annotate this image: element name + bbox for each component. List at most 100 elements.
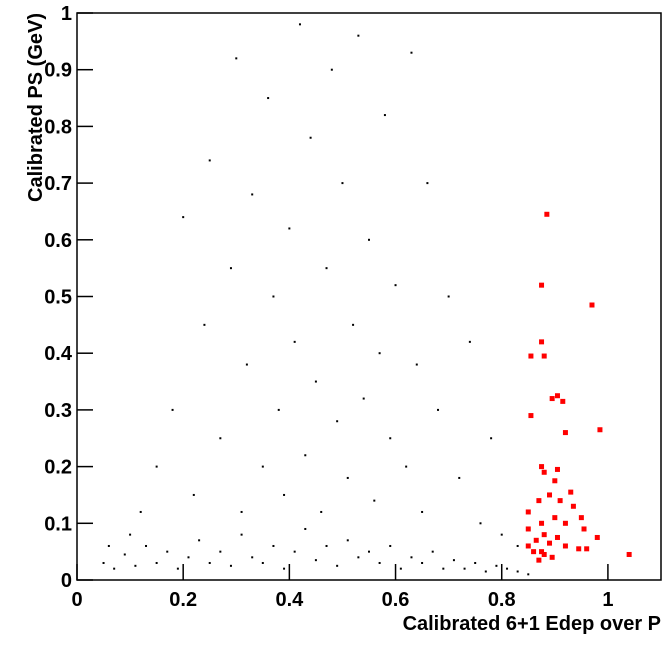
- point: [549, 396, 555, 402]
- point: [288, 227, 291, 230]
- point: [261, 561, 264, 564]
- point: [368, 238, 370, 241]
- point: [539, 549, 545, 555]
- point: [304, 527, 307, 530]
- point: [235, 57, 238, 60]
- x-tick-label: 0.2: [169, 589, 197, 611]
- point: [484, 570, 487, 573]
- point: [568, 489, 574, 495]
- point: [219, 550, 222, 553]
- point: [229, 267, 232, 270]
- point: [304, 454, 307, 457]
- y-tick-label: 0.6: [44, 230, 72, 252]
- point: [314, 559, 317, 562]
- point: [314, 380, 317, 383]
- point: [549, 554, 555, 560]
- point: [458, 476, 461, 479]
- point: [383, 114, 386, 117]
- point: [626, 551, 632, 557]
- point: [341, 182, 344, 185]
- x-tick-label: 0.8: [488, 589, 516, 611]
- point: [176, 567, 179, 570]
- point: [528, 353, 534, 359]
- point: [539, 339, 545, 345]
- point: [541, 469, 547, 475]
- y-tick-label: 0.1: [44, 513, 72, 535]
- point: [474, 561, 477, 564]
- point: [336, 564, 339, 567]
- point: [251, 193, 254, 196]
- point: [155, 561, 158, 564]
- point: [539, 282, 545, 288]
- point: [272, 544, 275, 547]
- point: [525, 509, 531, 515]
- y-tick-label: 1: [61, 3, 72, 25]
- point: [562, 520, 568, 526]
- point: [584, 546, 590, 552]
- point: [166, 550, 169, 553]
- y-axis-title: Calibrated PS (GeV): [25, 13, 47, 202]
- x-tick-label: 1: [602, 589, 613, 611]
- point: [378, 561, 381, 564]
- point: [171, 408, 174, 411]
- point: [554, 393, 560, 399]
- point: [536, 498, 542, 504]
- point: [516, 570, 519, 573]
- x-tick-label: 0: [71, 589, 82, 611]
- point: [134, 564, 137, 567]
- point: [576, 546, 582, 552]
- point: [547, 492, 553, 498]
- point: [554, 534, 560, 540]
- point: [447, 295, 450, 298]
- x-tick-label: 0.4: [275, 589, 304, 611]
- point: [368, 550, 370, 553]
- point: [283, 567, 286, 570]
- point: [500, 533, 503, 536]
- point: [272, 295, 275, 298]
- point: [442, 567, 445, 570]
- point: [336, 420, 339, 423]
- point: [415, 363, 418, 366]
- y-tick-label: 0.3: [44, 400, 72, 422]
- point: [597, 427, 603, 433]
- point: [399, 567, 402, 570]
- point: [581, 526, 587, 532]
- y-tick-label: 0.2: [44, 457, 72, 479]
- point: [539, 464, 545, 470]
- point: [531, 549, 537, 555]
- point: [410, 51, 413, 54]
- point: [362, 397, 365, 400]
- plot-frame: [76, 12, 662, 581]
- point: [394, 284, 397, 287]
- point: [437, 408, 440, 411]
- point: [463, 567, 466, 570]
- point: [325, 267, 328, 270]
- point: [298, 23, 301, 26]
- point: [155, 465, 158, 468]
- point: [357, 34, 360, 37]
- point: [182, 216, 185, 219]
- x-axis-title: Calibrated 6+1 Edep over P: [403, 613, 661, 635]
- point: [309, 136, 312, 139]
- point: [245, 363, 248, 366]
- point: [554, 466, 560, 472]
- point: [479, 522, 482, 525]
- point: [107, 544, 110, 547]
- y-tick-label: 0: [61, 570, 72, 592]
- point: [325, 544, 328, 547]
- point: [346, 539, 349, 542]
- point: [208, 159, 211, 162]
- point: [293, 550, 296, 553]
- point: [410, 556, 413, 559]
- y-tick-label: 0.9: [44, 60, 72, 82]
- point: [293, 340, 296, 343]
- point: [267, 97, 270, 100]
- point: [373, 499, 376, 502]
- point: [527, 573, 530, 576]
- point: [198, 539, 201, 542]
- point: [192, 493, 195, 496]
- point: [208, 561, 211, 564]
- point: [544, 211, 550, 217]
- point: [389, 437, 392, 440]
- point: [405, 465, 408, 468]
